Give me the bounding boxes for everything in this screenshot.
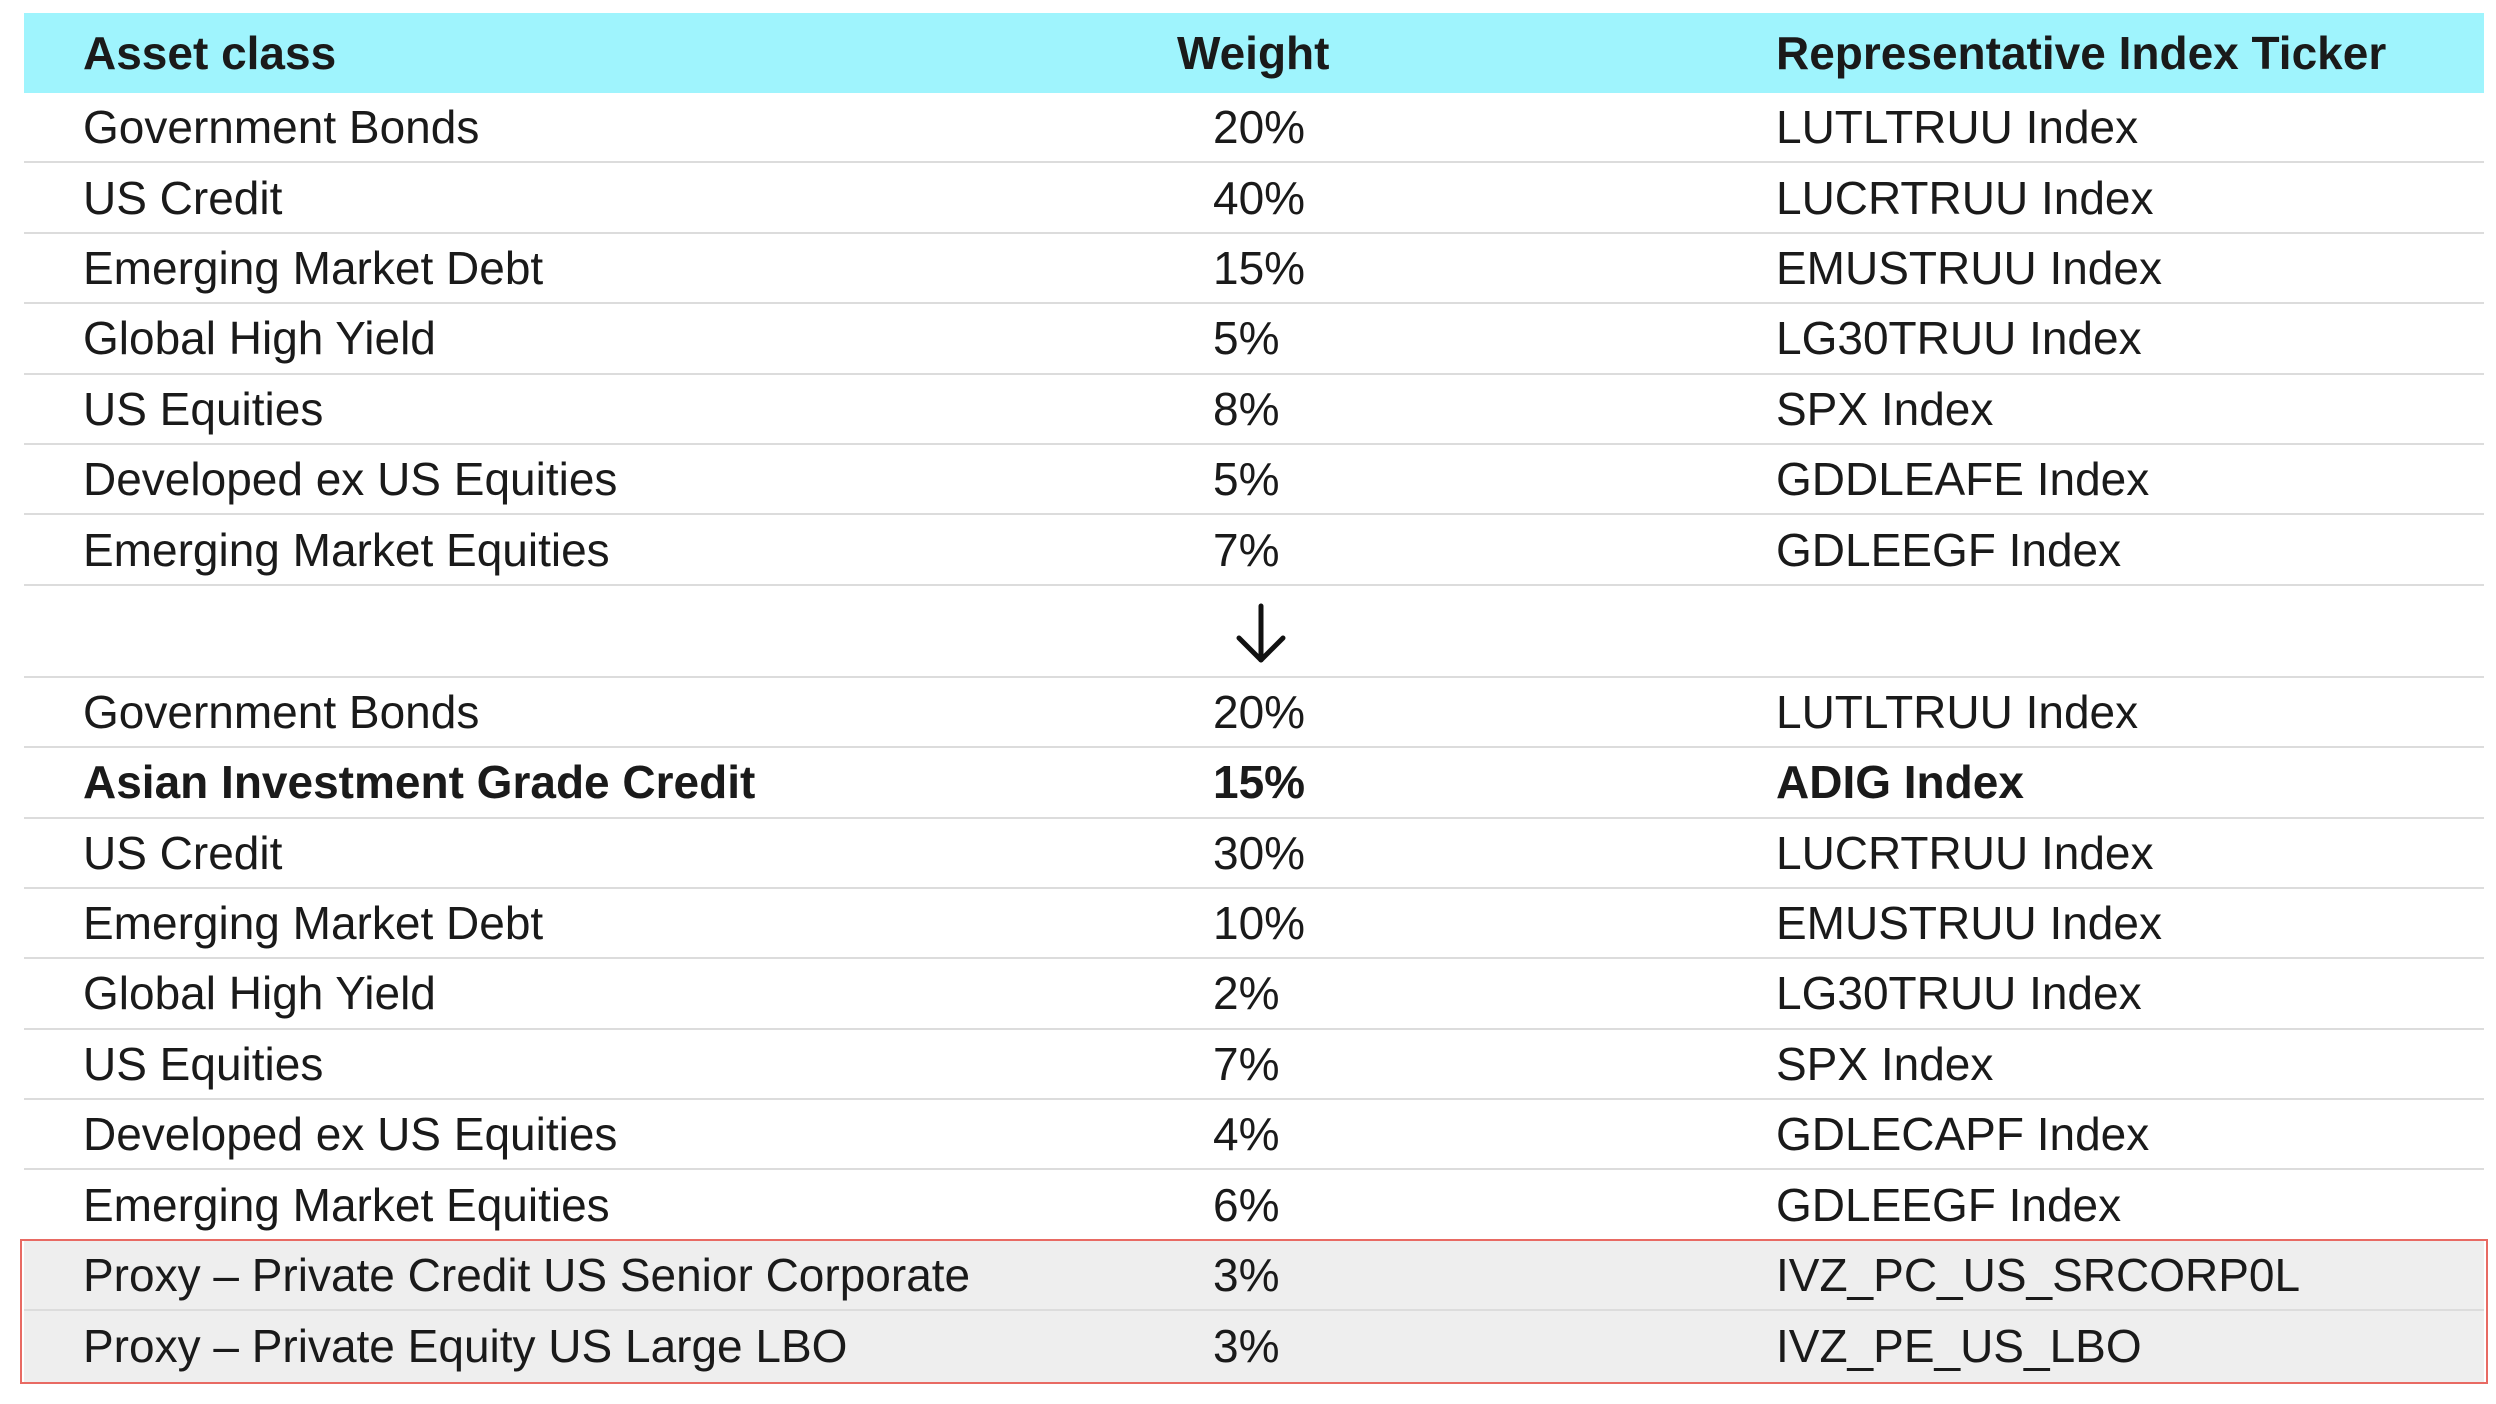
header-ticker: Representative Index Ticker [1776,27,2387,79]
weight-cell: 15% [1213,756,1306,809]
weight-cell: 10% [1213,897,1306,950]
table-row: US Credit 40% LUCRTRUU Index [24,163,2484,234]
asset-class-cell: US Credit [83,171,283,224]
asset-class-cell: Global High Yield [83,312,436,365]
table-row-proxy: Proxy – Private Credit US Senior Corpora… [24,1240,2484,1312]
asset-allocation-table: Asset class Weight Representative Index … [24,13,2484,1382]
ticker-cell: LG30TRUU Index [1776,967,2142,1020]
asset-class-cell: Developed ex US Equities [83,453,618,506]
ticker-cell: LUTLTRUU Index [1776,101,2139,154]
ticker-cell: EMUSTRUU Index [1776,241,2162,294]
asset-class-cell: Government Bonds [83,101,480,154]
weight-cell: 4% [1213,1108,1280,1161]
asset-class-cell: Emerging Market Equities [83,1178,610,1231]
weight-cell: 15% [1213,241,1306,294]
weight-cell: 7% [1213,1037,1280,1090]
asset-class-cell: Developed ex US Equities [83,1108,618,1161]
table-row: Developed ex US Equities 4% GDLECAPF Ind… [24,1100,2484,1171]
weight-cell: 5% [1213,312,1280,365]
asset-class-cell: Emerging Market Debt [83,897,544,950]
weight-cell: 20% [1213,685,1306,738]
weight-cell: 3% [1213,1249,1280,1302]
ticker-cell: LUTLTRUU Index [1776,685,2139,738]
asset-class-cell: US Credit [83,826,283,879]
ticker-cell: GDLEEGF Index [1776,523,2122,576]
ticker-cell: IVZ_PE_US_LBO [1776,1320,2142,1373]
table-row: US Equities 8% SPX Index [24,375,2484,445]
ticker-cell: GDDLEAFE Index [1776,453,2150,506]
weight-cell: 7% [1213,523,1280,576]
ticker-cell: EMUSTRUU Index [1776,897,2162,950]
ticker-cell: IVZ_PC_US_SRCORP0L [1776,1249,2301,1302]
weight-cell: 40% [1213,171,1306,224]
header-weight: Weight [1177,27,1330,79]
arrow-down-icon [1236,603,1286,663]
table-row: Emerging Market Equities 6% GDLEEGF Inde… [24,1170,2484,1241]
table-row: Government Bonds 20% LUTLTRUU Index [24,93,2484,164]
ticker-cell: SPX Index [1776,1037,1994,1090]
header-asset-class: Asset class [83,27,337,79]
ticker-cell: ADIG Index [1776,756,2024,809]
ticker-cell: GDLEEGF Index [1776,1178,2122,1231]
ticker-cell: LG30TRUU Index [1776,312,2142,365]
table-row-new-asset: Asian Investment Grade Credit 15% ADIG I… [24,748,2484,819]
asset-class-cell: Proxy – Private Credit US Senior Corpora… [83,1249,971,1302]
ticker-cell: LUCRTRUU Index [1776,826,2154,879]
asset-class-cell: Global High Yield [83,967,436,1020]
weight-cell: 2% [1213,967,1280,1020]
ticker-cell: GDLECAPF Index [1776,1108,2150,1161]
table-row: US Credit 30% LUCRTRUU Index [24,819,2484,889]
table-row: US Equities 7% SPX Index [24,1030,2484,1101]
asset-class-cell: Proxy – Private Equity US Large LBO [83,1320,848,1373]
asset-class-cell: Emerging Market Equities [83,523,610,576]
asset-class-cell: Emerging Market Debt [83,241,544,294]
table-row: Government Bonds 20% LUTLTRUU Index [24,678,2484,749]
table-row: Emerging Market Equities 7% GDLEEGF Inde… [24,515,2484,586]
ticker-cell: LUCRTRUU Index [1776,171,2154,224]
transition-row [24,586,2484,678]
asset-class-cell: US Equities [83,382,324,435]
table-row: Developed ex US Equities 5% GDDLEAFE Ind… [24,445,2484,516]
table-header: Asset class Weight Representative Index … [24,13,2484,93]
weight-cell: 5% [1213,453,1280,506]
table-row: Global High Yield 2% LG30TRUU Index [24,959,2484,1030]
weight-cell: 30% [1213,826,1306,879]
asset-class-cell: Government Bonds [83,685,480,738]
table-row: Global High Yield 5% LG30TRUU Index [24,304,2484,375]
table-row-proxy: Proxy – Private Equity US Large LBO 3% I… [24,1311,2484,1382]
table-row: Emerging Market Debt 15% EMUSTRUU Index [24,234,2484,305]
weight-cell: 3% [1213,1320,1280,1373]
weight-cell: 20% [1213,101,1306,154]
ticker-cell: SPX Index [1776,382,1994,435]
weight-cell: 8% [1213,382,1280,435]
asset-class-cell: US Equities [83,1037,324,1090]
asset-class-cell: Asian Investment Grade Credit [83,756,756,809]
table-row: Emerging Market Debt 10% EMUSTRUU Index [24,889,2484,960]
weight-cell: 6% [1213,1178,1280,1231]
